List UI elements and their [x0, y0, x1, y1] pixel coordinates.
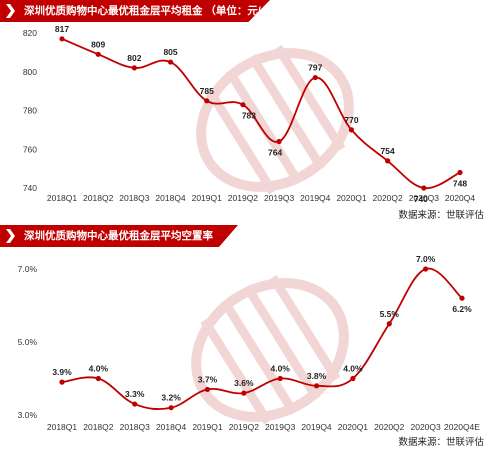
x-tick-label: 2019Q3	[265, 422, 296, 432]
data-point	[350, 375, 356, 382]
x-tick-label: 2018Q3	[119, 193, 150, 203]
vacancy-chart-title-bar: 深圳优质购物中心最优租金层平均空置率	[0, 225, 238, 247]
data-label: 805	[163, 47, 177, 57]
data-point	[241, 390, 247, 396]
x-tick-label: 2020Q4	[445, 193, 476, 203]
x-tick-label: 2018Q2	[83, 193, 114, 203]
data-label: 4.0%	[89, 364, 109, 374]
data-label: 748	[453, 179, 467, 189]
watermark-logo	[191, 275, 349, 425]
watermark-logo	[196, 45, 354, 195]
data-point	[385, 158, 391, 164]
x-tick-label: 2019Q2	[229, 422, 260, 432]
data-label: 740	[414, 194, 428, 204]
data-label: 6.2%	[452, 304, 472, 314]
x-tick-label: 2019Q4	[301, 422, 332, 432]
y-tick-label: 780	[23, 106, 37, 116]
data-point	[459, 295, 465, 301]
x-tick-label: 2019Q1	[192, 422, 223, 432]
x-tick-label: 2018Q4	[155, 193, 186, 203]
y-tick-label: 800	[23, 67, 37, 77]
data-point	[95, 51, 101, 57]
data-point	[131, 65, 137, 71]
vacancy-chart-source: 数据来源：世联评估	[398, 437, 484, 448]
data-point	[204, 386, 211, 393]
data-point	[386, 321, 392, 327]
x-tick-label: 2019Q2	[228, 193, 259, 203]
data-point	[423, 266, 429, 272]
x-tick-label: 2020Q3	[411, 422, 442, 432]
x-tick-label: 2020Q1	[338, 422, 369, 432]
y-tick-label: 760	[23, 144, 37, 154]
data-point	[348, 127, 355, 133]
y-tick-label: 7.0%	[18, 264, 38, 274]
data-label: 3.7%	[198, 374, 218, 384]
data-point	[95, 375, 101, 382]
data-point	[276, 138, 282, 145]
x-tick-label: 2020Q2	[373, 193, 404, 203]
y-tick-label: 820	[23, 28, 37, 38]
data-label: 4.0%	[270, 364, 290, 374]
vacancy-chart-title: 深圳优质购物中心最优租金层平均空置率	[24, 230, 213, 242]
data-point	[168, 405, 174, 411]
data-label: 770	[344, 115, 358, 125]
data-label: 3.2%	[161, 393, 181, 403]
rent-chart-panel: 深圳优质购物中心最优租金层平均租金 （单位：元/㎡*月） 740 760 780 80…	[0, 0, 500, 225]
data-point	[59, 379, 65, 385]
rent-chart-svg: 740 760 780 800 820 2018Q1 2018Q2 2018Q3 2018Q4…	[23, 24, 476, 204]
data-point	[313, 383, 320, 389]
data-label: 5.5%	[380, 309, 400, 319]
rent-chart-title: 深圳优质购物中心最优租金层平均租金 （单位：元/㎡*月）	[24, 5, 261, 39]
data-label: 802	[127, 53, 141, 63]
data-label: 4.0%	[343, 364, 363, 374]
data-label: 754	[381, 146, 395, 156]
x-tick-label: 2020Q3	[409, 193, 440, 203]
x-tick-label: 2020Q4E	[444, 422, 480, 432]
data-label: 3.8%	[307, 371, 327, 381]
data-label: 785	[200, 86, 214, 96]
data-point	[132, 401, 138, 407]
data-point	[312, 74, 318, 81]
x-tick-label: 2018Q2	[83, 422, 114, 432]
x-tick-label: 2019Q4	[300, 193, 331, 203]
data-point	[277, 375, 283, 382]
x-tick-label: 2020Q1	[336, 193, 367, 203]
data-label: 783	[242, 111, 256, 121]
x-tick-label: 2018Q4	[156, 422, 187, 432]
data-label: 3.9%	[52, 367, 72, 377]
x-tick-label: 2019Q3	[264, 193, 295, 203]
y-tick-label: 3.0%	[18, 410, 38, 420]
data-point	[421, 185, 427, 191]
x-tick-label: 2019Q1	[192, 193, 223, 203]
data-label: 7.0%	[416, 254, 436, 264]
data-point	[240, 102, 246, 108]
rent-chart-source: 数据来源：世联评估	[398, 210, 484, 221]
data-label: 797	[308, 63, 322, 73]
rent-chart-title-bar: 深圳优质购物中心最优租金层平均租金 （单位：元/㎡*月）	[0, 0, 270, 22]
x-tick-label: 2020Q2	[374, 422, 405, 432]
y-tick-label: 5.0%	[18, 337, 38, 347]
data-label: 3.3%	[125, 389, 145, 399]
data-label: 3.6%	[234, 378, 254, 388]
data-label: 809	[91, 39, 105, 49]
x-tick-label: 2018Q3	[120, 422, 151, 432]
vacancy-chart-svg: 3.0% 5.0% 7.0% 2018Q1 2018Q2 2018Q3 2018Q4 201…	[18, 254, 481, 432]
x-tick-label: 2018Q1	[47, 193, 78, 203]
data-point	[167, 59, 174, 65]
data-label: 817	[55, 24, 69, 34]
data-point	[204, 98, 210, 104]
x-tick-label: 2018Q1	[47, 422, 78, 432]
title-decoration-icon	[6, 229, 15, 243]
data-point	[59, 36, 65, 42]
y-tick-label: 740	[23, 183, 37, 193]
data-point	[457, 169, 463, 176]
title-decoration-icon	[6, 4, 15, 18]
data-label: 764	[268, 148, 282, 158]
vacancy-chart-panel: 深圳优质购物中心最优租金层平均空置率 3.0% 5.0% 7.0% 2018Q1 20…	[0, 225, 500, 452]
